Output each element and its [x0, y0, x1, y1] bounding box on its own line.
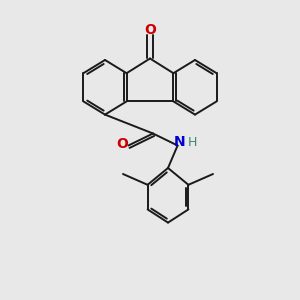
Text: O: O — [116, 137, 128, 151]
Text: N: N — [174, 136, 186, 149]
Text: O: O — [144, 23, 156, 37]
Text: H: H — [187, 136, 197, 149]
